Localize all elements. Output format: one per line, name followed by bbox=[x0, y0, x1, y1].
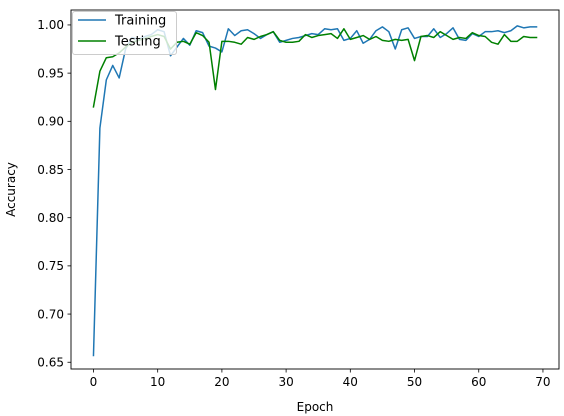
y-tick-label: 0.80 bbox=[37, 211, 64, 225]
x-tick-label: 10 bbox=[150, 375, 165, 389]
x-tick-label: 0 bbox=[90, 375, 98, 389]
legend-label-testing: Testing bbox=[114, 35, 161, 50]
x-tick-label: 70 bbox=[535, 375, 550, 389]
y-tick-label: 0.90 bbox=[37, 115, 64, 129]
y-tick-label: 0.75 bbox=[37, 259, 64, 273]
x-tick-label: 50 bbox=[407, 375, 422, 389]
axes-frame bbox=[70, 9, 560, 370]
y-axis-ticks: 0.65 0.70 0.75 0.80 0.85 0.90 0.95 1.00 bbox=[37, 18, 71, 370]
y-axis-label: Accuracy bbox=[4, 162, 18, 217]
x-axis-ticks: 0 10 20 30 40 50 60 70 bbox=[90, 369, 551, 389]
legend: Training Testing bbox=[72, 11, 177, 55]
legend-box bbox=[72, 11, 177, 55]
legend-label-training: Training bbox=[114, 14, 166, 29]
x-tick-label: 60 bbox=[471, 375, 486, 389]
y-tick-label: 0.95 bbox=[37, 66, 64, 80]
y-tick-label: 0.70 bbox=[37, 307, 64, 321]
x-tick-label: 30 bbox=[278, 375, 293, 389]
y-tick-label: 1.00 bbox=[37, 18, 64, 32]
x-tick-label: 20 bbox=[214, 375, 229, 389]
x-axis-label: Epoch bbox=[297, 400, 334, 414]
y-tick-label: 0.85 bbox=[37, 163, 64, 177]
y-tick-label: 0.65 bbox=[37, 356, 64, 370]
x-tick-label: 40 bbox=[343, 375, 358, 389]
